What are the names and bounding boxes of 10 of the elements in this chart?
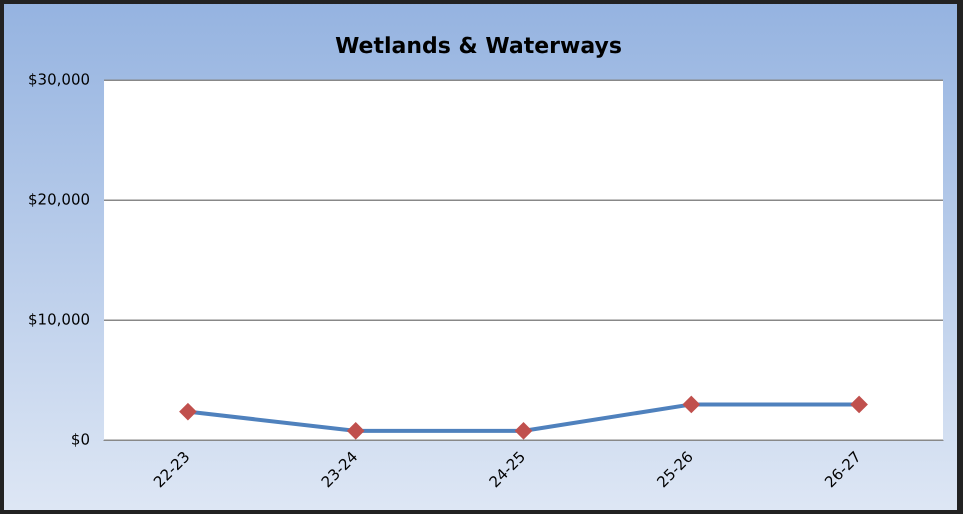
y-tick-label: $30,000	[28, 70, 90, 88]
y-tick-label: $10,000	[28, 310, 90, 328]
point	[348, 422, 364, 439]
point	[180, 404, 196, 420]
point	[851, 396, 868, 412]
point	[516, 422, 532, 439]
point	[683, 396, 700, 412]
chart-title: Wetlands & Waterways	[335, 34, 622, 59]
y-tick-label: $0	[70, 430, 90, 448]
y-tick-label: $20,000	[28, 190, 90, 208]
